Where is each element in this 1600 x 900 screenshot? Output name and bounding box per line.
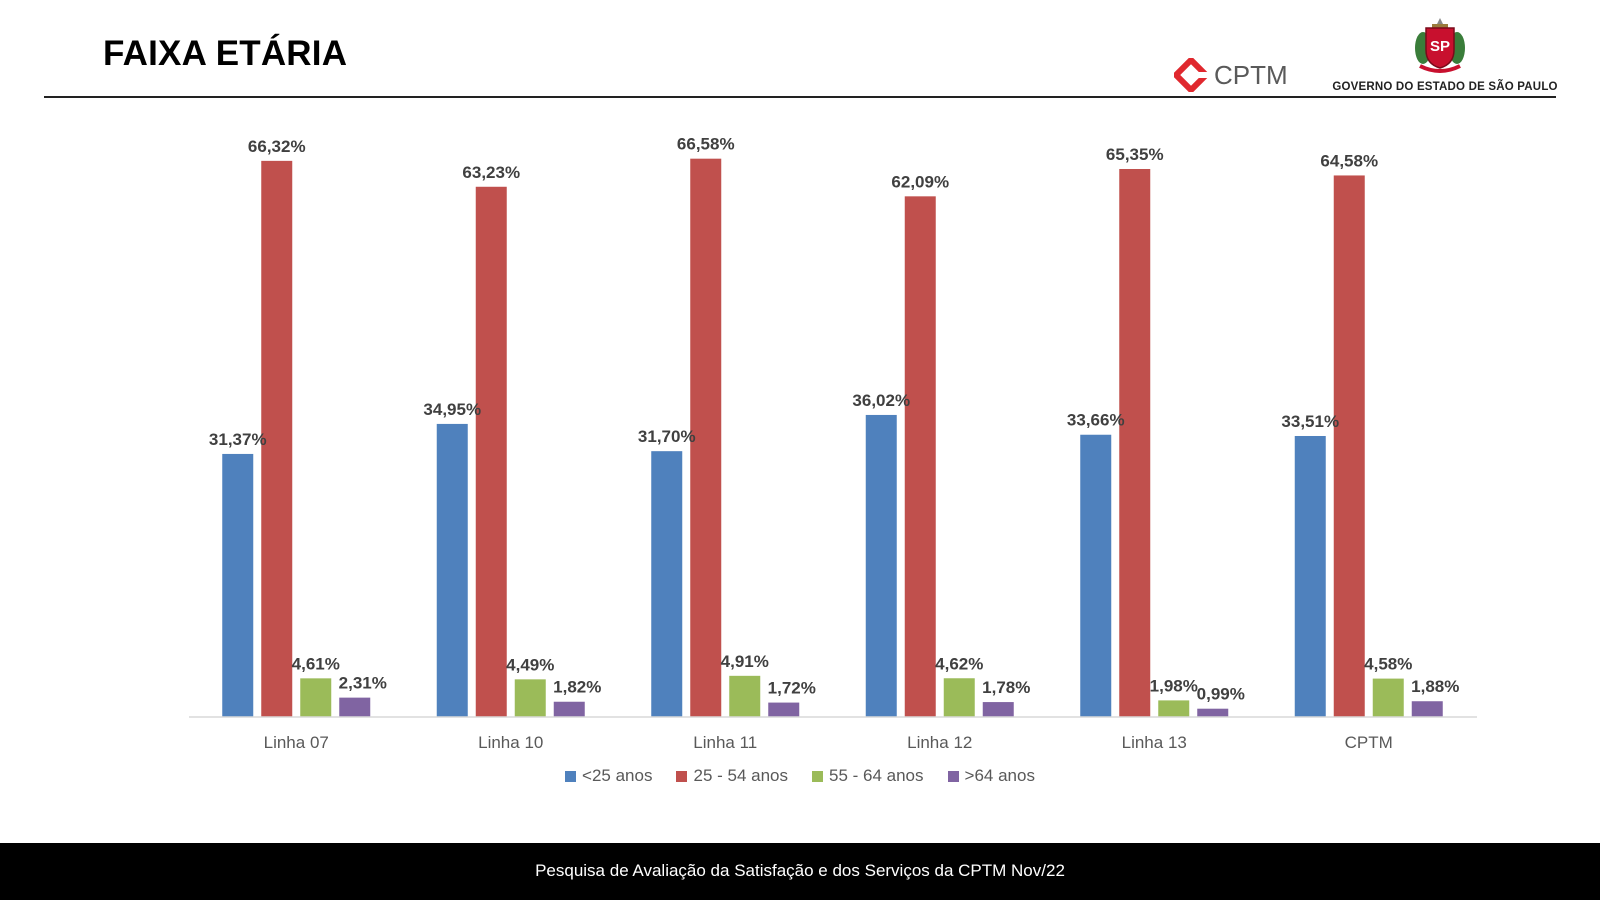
category-label: Linha 07 xyxy=(264,733,329,752)
cptm-logo: CPTM xyxy=(1174,58,1288,92)
gov-logo-text: GOVERNO DO ESTADO DE SÃO PAULO xyxy=(1332,81,1558,93)
footer-text: Pesquisa de Avaliação da Satisfação e do… xyxy=(535,861,1065,880)
data-label: 66,32% xyxy=(248,137,306,156)
bar xyxy=(1294,435,1326,717)
category-labels-layer: Linha 07 Linha 10 Linha 11 Linha 12 Linha 13… xyxy=(264,733,1393,752)
data-label: 62,09% xyxy=(891,172,949,191)
data-label: 63,23% xyxy=(462,163,520,182)
bar xyxy=(300,678,332,717)
page-title: FAIXA ETÁRIA xyxy=(103,34,348,73)
data-label: 65,35% xyxy=(1106,145,1164,164)
bar xyxy=(982,702,1014,717)
bar xyxy=(1119,168,1151,717)
data-label: 4,58% xyxy=(1364,655,1412,674)
cptm-logo-text: CPTM xyxy=(1214,59,1288,90)
data-label: 34,95% xyxy=(423,400,481,419)
bar xyxy=(436,423,468,717)
cptm-logo-icon xyxy=(1174,58,1208,92)
data-label: 1,98% xyxy=(1150,676,1198,695)
bar xyxy=(651,451,683,717)
bar xyxy=(1372,678,1404,717)
data-label: 31,70% xyxy=(638,427,696,446)
bar xyxy=(943,678,975,717)
legend-item: >64 anos xyxy=(947,766,1035,786)
data-label: 1,88% xyxy=(1411,677,1459,696)
bar xyxy=(514,679,546,717)
data-label: 4,62% xyxy=(935,654,983,673)
data-label: 66,58% xyxy=(677,135,735,154)
value-labels-layer: 31,37% 66,32% 4,61%2,31% 34,95% 63,23% 4,49% 1… xyxy=(209,135,1459,704)
data-label: 0,99% xyxy=(1197,685,1245,704)
legend-swatch xyxy=(812,770,823,782)
bars-layer xyxy=(222,158,1443,718)
data-label: 33,66% xyxy=(1067,411,1125,430)
data-label: 4,91% xyxy=(721,652,769,671)
legend-item: <25 anos xyxy=(565,766,652,786)
legend-item: 55 - 64 anos xyxy=(812,766,924,786)
data-label: 4,49% xyxy=(506,655,554,674)
category-label: Linha 10 xyxy=(478,733,543,752)
bar xyxy=(1333,175,1365,718)
category-label: Linha 12 xyxy=(907,733,972,752)
legend-label: <25 anos xyxy=(582,766,653,785)
bar xyxy=(339,697,371,717)
legend-item: 25 - 54 anos xyxy=(676,766,788,786)
bar xyxy=(261,160,293,717)
age-range-bar-chart: 31,37% 66,32% 4,61%2,31% 34,95% 63,23% 4,49% 1… xyxy=(189,135,1477,752)
legend-label: 25 - 54 anos xyxy=(693,766,788,785)
bar xyxy=(553,701,585,717)
bar xyxy=(475,186,507,717)
bar xyxy=(1158,700,1190,717)
sao-paulo-government-logo: SP GOVERNO DO ESTADO DE SÃO PAULO xyxy=(1330,18,1560,98)
bar xyxy=(690,158,722,717)
chart-legend: <25 anos 25 - 54 anos 55 - 64 anos >64 a… xyxy=(0,766,1600,786)
coat-of-arms-icon: SP xyxy=(1415,18,1465,73)
data-label: 31,37% xyxy=(209,430,267,449)
category-label: Linha 13 xyxy=(1122,733,1187,752)
footer-bar: Pesquisa de Avaliação da Satisfação e do… xyxy=(0,843,1600,900)
bar xyxy=(865,414,897,717)
bar xyxy=(768,702,800,717)
data-label: 64,58% xyxy=(1320,151,1378,170)
legend-label: >64 anos xyxy=(964,766,1035,785)
bar xyxy=(1197,708,1229,717)
data-label: 1,82% xyxy=(553,678,601,697)
legend-swatch xyxy=(947,770,959,782)
data-label: 33,51% xyxy=(1281,412,1339,431)
data-label: 1,72% xyxy=(768,679,816,698)
legend-swatch xyxy=(565,770,577,782)
data-label: 36,02% xyxy=(852,391,910,410)
legend-swatch xyxy=(676,770,688,782)
category-label: CPTM xyxy=(1345,733,1393,752)
bar xyxy=(1411,701,1443,717)
bar xyxy=(904,196,936,717)
bar xyxy=(222,453,254,717)
seal-lettering: SP xyxy=(1430,38,1450,55)
data-label: 1,78% xyxy=(982,678,1030,697)
data-label: 4,61% xyxy=(292,654,340,673)
category-label: Linha 11 xyxy=(693,733,757,752)
header-divider xyxy=(44,96,1556,98)
bar xyxy=(729,675,761,717)
legend-label: 55 - 64 anos xyxy=(829,766,924,785)
bar xyxy=(1080,434,1112,717)
data-label: 2,31% xyxy=(339,674,387,693)
